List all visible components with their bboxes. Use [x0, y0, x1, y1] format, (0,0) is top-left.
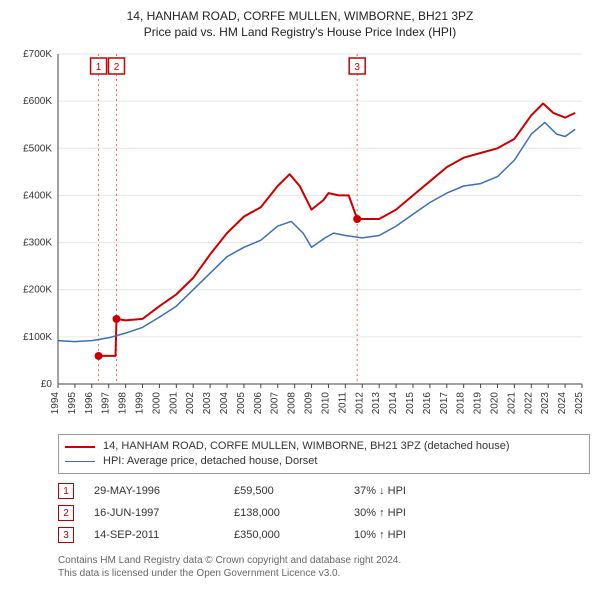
event-date: 14-SEP-2011 [94, 529, 234, 541]
legend-item: 14, HANHAM ROAD, CORFE MULLEN, WIMBORNE,… [65, 439, 583, 454]
event-delta: 30% ↑ HPI [354, 507, 590, 519]
svg-text:2015: 2015 [405, 392, 416, 415]
title-line-2: Price paid vs. HM Land Registry's House … [10, 24, 590, 40]
chart-title: 14, HANHAM ROAD, CORFE MULLEN, WIMBORNE,… [10, 8, 590, 40]
legend: 14, HANHAM ROAD, CORFE MULLEN, WIMBORNE,… [58, 434, 590, 474]
svg-text:2022: 2022 [523, 392, 534, 415]
svg-text:2005: 2005 [236, 392, 247, 415]
legend-label: HPI: Average price, detached house, Dors… [103, 454, 317, 469]
svg-text:£700K: £700K [23, 49, 52, 60]
svg-text:£300K: £300K [23, 238, 52, 249]
event-price: £138,000 [234, 507, 354, 519]
event-delta: 37% ↓ HPI [354, 485, 590, 497]
footer-line-1: Contains HM Land Registry data © Crown c… [58, 554, 590, 567]
svg-text:2024: 2024 [557, 392, 568, 415]
svg-text:3: 3 [354, 62, 360, 73]
svg-text:£100K: £100K [23, 332, 52, 343]
price-chart: £0 £100K £200K £300K £400K £500K £600K £700K 1 2 3… [10, 46, 590, 426]
event-row: 3 14-SEP-2011 £350,000 10% ↑ HPI [58, 524, 590, 546]
event-marker-icon: 3 [58, 527, 74, 543]
event-date: 29-MAY-1996 [94, 485, 234, 497]
svg-text:1995: 1995 [67, 392, 78, 415]
legend-swatch [65, 461, 95, 462]
event-delta: 10% ↑ HPI [354, 529, 590, 541]
svg-text:2009: 2009 [304, 392, 315, 415]
legend-swatch [65, 446, 95, 448]
svg-text:2016: 2016 [422, 392, 433, 415]
svg-text:2000: 2000 [151, 392, 162, 415]
svg-text:£600K: £600K [23, 97, 52, 108]
svg-text:2004: 2004 [219, 392, 230, 415]
svg-text:1996: 1996 [84, 392, 95, 415]
svg-text:2006: 2006 [253, 392, 264, 415]
svg-text:1: 1 [96, 62, 102, 73]
event-price: £350,000 [234, 529, 354, 541]
svg-text:2014: 2014 [388, 392, 399, 415]
svg-text:2002: 2002 [185, 392, 196, 415]
svg-text:2003: 2003 [202, 392, 213, 415]
svg-text:2011: 2011 [337, 392, 348, 414]
svg-text:2012: 2012 [354, 392, 365, 415]
attribution-footer: Contains HM Land Registry data © Crown c… [58, 554, 590, 580]
svg-text:£0: £0 [41, 379, 53, 390]
chart-svg: £0 £100K £200K £300K £400K £500K £600K £700K 1 2 3… [10, 46, 590, 426]
event-row: 2 16-JUN-1997 £138,000 30% ↑ HPI [58, 502, 590, 524]
svg-text:2019: 2019 [473, 392, 484, 415]
event-marker-icon: 2 [58, 505, 74, 521]
svg-text:2020: 2020 [489, 392, 500, 415]
events-table: 1 29-MAY-1996 £59,500 37% ↓ HPI 2 16-JUN… [58, 480, 590, 546]
page: 14, HANHAM ROAD, CORFE MULLEN, WIMBORNE,… [0, 0, 600, 590]
footer-line-2: This data is licensed under the Open Gov… [58, 567, 590, 580]
legend-item: HPI: Average price, detached house, Dors… [65, 454, 583, 469]
svg-text:2018: 2018 [456, 392, 467, 415]
svg-text:2007: 2007 [270, 392, 281, 415]
svg-text:2: 2 [114, 62, 120, 73]
event-price: £59,500 [234, 485, 354, 497]
event-row: 1 29-MAY-1996 £59,500 37% ↓ HPI [58, 480, 590, 502]
svg-text:2010: 2010 [320, 392, 331, 415]
svg-text:1997: 1997 [101, 392, 112, 415]
svg-text:2023: 2023 [540, 392, 551, 415]
svg-text:1998: 1998 [118, 392, 129, 415]
svg-text:£200K: £200K [23, 285, 52, 296]
svg-text:2021: 2021 [506, 392, 517, 415]
svg-text:1994: 1994 [50, 392, 61, 415]
svg-text:2017: 2017 [439, 392, 450, 415]
title-line-1: 14, HANHAM ROAD, CORFE MULLEN, WIMBORNE,… [10, 8, 590, 24]
svg-text:2025: 2025 [574, 392, 585, 415]
svg-text:2008: 2008 [287, 392, 298, 415]
svg-text:£500K: £500K [23, 144, 52, 155]
event-marker-icon: 1 [58, 483, 74, 499]
event-date: 16-JUN-1997 [94, 507, 234, 519]
legend-label: 14, HANHAM ROAD, CORFE MULLEN, WIMBORNE,… [103, 439, 510, 454]
svg-text:1999: 1999 [135, 392, 146, 415]
svg-text:2001: 2001 [168, 392, 179, 415]
svg-text:£400K: £400K [23, 191, 52, 202]
svg-text:2013: 2013 [371, 392, 382, 415]
